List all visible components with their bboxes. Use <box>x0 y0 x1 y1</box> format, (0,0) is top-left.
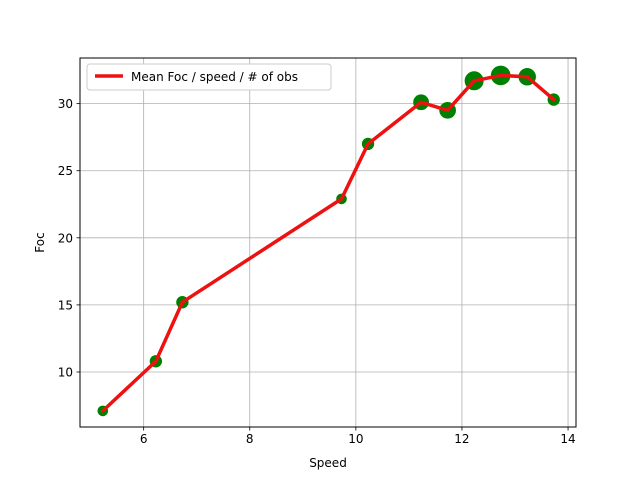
series-line <box>101 73 556 413</box>
grid <box>80 58 576 427</box>
y-tick-label: 25 <box>58 164 73 178</box>
series-layer <box>97 65 560 417</box>
legend-entry: Mean Foc / speed / # of obs <box>131 70 298 84</box>
x-axis-label: Speed <box>309 456 347 470</box>
plot-frame <box>79 57 577 428</box>
legend: Mean Foc / speed / # of obs <box>86 63 332 91</box>
x-tick-label: 12 <box>454 432 469 446</box>
y-tick-label: 10 <box>58 365 73 379</box>
x-tick-label: 6 <box>140 432 148 446</box>
x-tick-label: 10 <box>348 432 363 446</box>
ticks: 6 8 10 12 14 10 15 20 25 30 <box>58 97 576 446</box>
legend-box <box>86 63 332 91</box>
y-tick-label: 30 <box>58 97 73 111</box>
x-tick-label: 8 <box>246 432 254 446</box>
y-tick-label: 15 <box>58 298 73 312</box>
x-tick-label: 14 <box>560 432 575 446</box>
y-axis-label: Foc <box>33 232 47 252</box>
y-tick-label: 20 <box>58 231 73 245</box>
